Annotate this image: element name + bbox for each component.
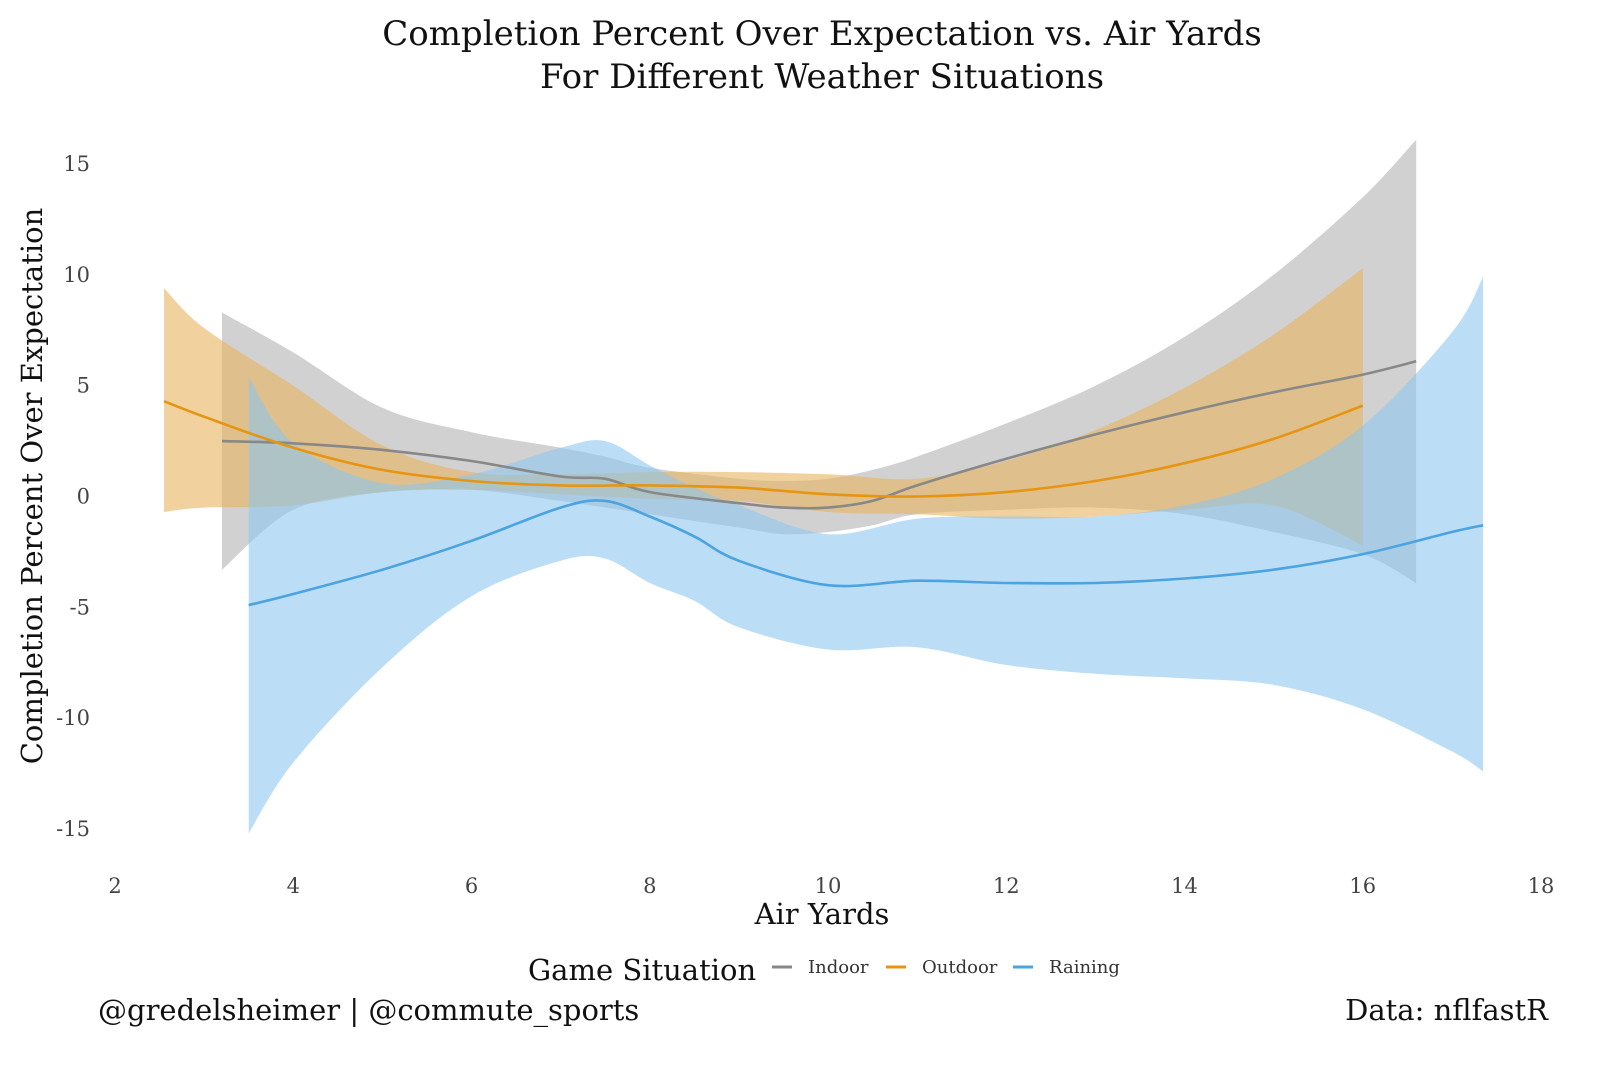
- chart-title: Completion Percent Over Expectation vs. …: [382, 14, 1262, 54]
- x-axis-ticks: 2 4 6 8 10 12 14 16 18: [108, 874, 1554, 898]
- line-indoor: [221, 360, 1417, 510]
- y-tick-label: 10: [63, 263, 90, 287]
- y-tick-label: 15: [63, 152, 90, 176]
- x-axis-title: Air Yards: [754, 897, 890, 931]
- x-tick-label: 6: [465, 874, 478, 898]
- band-raining: [248, 277, 1484, 834]
- y-tick-label: -15: [56, 817, 90, 841]
- x-tick-label: 4: [287, 874, 300, 898]
- x-tick-label: 2: [108, 874, 121, 898]
- legend-label-indoor: Indoor: [808, 957, 869, 978]
- y-tick-label: 5: [77, 374, 90, 398]
- x-tick-label: 8: [643, 874, 656, 898]
- x-tick-label: 10: [815, 874, 842, 898]
- y-tick-label: -10: [56, 706, 90, 730]
- y-tick-label: 0: [77, 485, 90, 509]
- legend: Game Situation Indoor Outdoor Raining: [528, 953, 1120, 987]
- y-tick-label: -5: [70, 595, 90, 619]
- legend-label-outdoor: Outdoor: [922, 957, 998, 978]
- x-tick-label: 12: [993, 874, 1020, 898]
- line-raining: [248, 499, 1484, 607]
- legend-title: Game Situation: [528, 953, 756, 987]
- y-axis-title: Completion Percent Over Expectation: [15, 208, 49, 765]
- x-tick-label: 16: [1349, 874, 1376, 898]
- x-tick-label: 18: [1528, 874, 1555, 898]
- legend-label-raining: Raining: [1049, 957, 1120, 978]
- series-lines: [163, 360, 1484, 607]
- caption-right: Data: nflfastR: [1345, 993, 1549, 1027]
- x-tick-label: 14: [1171, 874, 1198, 898]
- chart-subtitle: For Different Weather Situations: [540, 57, 1104, 97]
- caption-left: @gredelsheimer | @commute_sports: [98, 993, 639, 1028]
- confidence-bands: [164, 139, 1484, 834]
- y-axis-ticks: -15 -10 -5 0 5 10 15: [56, 152, 90, 841]
- line-outdoor: [163, 399, 1364, 498]
